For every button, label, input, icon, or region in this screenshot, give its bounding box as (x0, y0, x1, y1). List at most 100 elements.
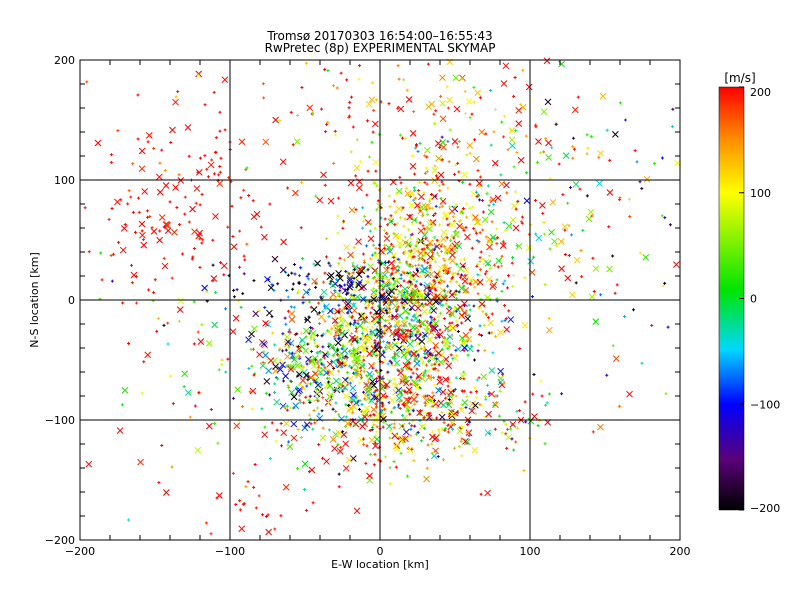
data-point-plus (345, 306, 349, 310)
data-point-plus (427, 413, 431, 417)
data-point-x (261, 431, 269, 439)
data-point-plus (192, 300, 196, 304)
data-point-plus (508, 224, 512, 228)
data-point-x (458, 284, 466, 292)
data-point-plus (360, 335, 364, 339)
data-point-plus (307, 332, 311, 336)
data-point-x (390, 282, 398, 290)
data-point-plus (372, 413, 376, 417)
data-point-x (207, 161, 215, 169)
data-point-x (397, 436, 405, 443)
data-point-plus (193, 404, 197, 408)
data-point-x (408, 304, 416, 312)
data-point-plus (421, 373, 425, 377)
data-point-plus (275, 428, 279, 432)
data-point-plus (382, 300, 386, 304)
data-point-x (445, 362, 453, 370)
data-point-plus (304, 335, 308, 339)
data-point-plus (474, 412, 478, 416)
data-point-x (359, 312, 367, 320)
data-point-plus (489, 143, 493, 147)
data-point-plus (99, 251, 103, 255)
data-point-plus (346, 311, 350, 315)
data-point-plus (446, 347, 450, 351)
data-point-plus (433, 121, 437, 125)
data-point-plus (398, 245, 402, 249)
data-point-plus (511, 423, 515, 427)
data-point-plus (405, 474, 409, 478)
data-point-plus (405, 406, 409, 410)
data-point-plus (362, 214, 366, 218)
data-point-plus (346, 328, 350, 332)
data-point-plus (316, 406, 320, 410)
data-point-x (551, 238, 558, 245)
data-point-plus (611, 344, 615, 348)
data-point-x (402, 375, 410, 383)
data-point-plus (435, 360, 439, 364)
data-point-x (162, 221, 170, 228)
data-point-plus (382, 350, 386, 354)
x-tick-label: −100 (215, 545, 245, 558)
data-point-x (329, 291, 337, 298)
data-point-plus (224, 370, 228, 374)
data-point-plus (363, 341, 367, 345)
data-point-plus (321, 345, 325, 349)
data-point-plus (356, 366, 360, 370)
data-point-x (443, 246, 451, 254)
data-point-plus (393, 296, 397, 300)
data-point-plus (434, 288, 438, 292)
data-point-x (329, 436, 337, 443)
data-point-plus (339, 71, 343, 75)
data-point-plus (350, 400, 354, 404)
data-point-x (320, 288, 328, 296)
data-point-plus (396, 305, 400, 309)
data-point-x (350, 455, 357, 462)
data-point-plus (411, 255, 415, 259)
data-point-plus (446, 424, 450, 428)
data-point-plus (462, 229, 466, 233)
data-point-plus (170, 276, 174, 280)
data-point-plus (320, 334, 324, 338)
data-point-plus (495, 278, 499, 282)
data-point-x (434, 140, 442, 147)
data-point-plus (452, 236, 456, 240)
data-point-plus (428, 266, 432, 270)
data-point-x (161, 262, 169, 270)
data-point-x (521, 322, 529, 329)
data-point-plus (337, 310, 341, 314)
data-point-plus (203, 154, 207, 158)
data-point-plus (406, 362, 410, 366)
data-point-plus (370, 325, 374, 329)
data-point-plus (631, 308, 635, 312)
data-point-x (441, 295, 448, 302)
data-point-plus (477, 376, 481, 380)
data-point-plus (350, 316, 354, 320)
data-point-plus (135, 301, 139, 305)
data-point-x (409, 162, 417, 170)
data-point-x (347, 375, 354, 383)
data-point-plus (287, 385, 291, 389)
data-point-plus (517, 409, 521, 413)
data-point-plus (423, 180, 427, 184)
data-point-plus (521, 68, 525, 72)
data-point-plus (218, 164, 222, 168)
data-point-x (150, 228, 158, 235)
data-point-plus (357, 370, 361, 374)
data-point-x (302, 327, 310, 335)
data-point-plus (423, 426, 427, 430)
data-point-plus (476, 262, 480, 266)
data-point-plus (402, 78, 406, 82)
data-point-plus (438, 328, 442, 332)
data-point-plus (437, 363, 441, 367)
data-point-plus (268, 457, 272, 461)
data-point-plus (348, 100, 352, 104)
data-point-plus (481, 310, 485, 314)
data-point-plus (478, 402, 482, 406)
data-point-x (363, 278, 371, 285)
data-point-plus (400, 367, 404, 371)
data-point-plus (514, 440, 518, 444)
data-point-plus (503, 279, 507, 283)
data-point-plus (478, 184, 482, 188)
data-point-plus (416, 353, 420, 357)
data-point-x (368, 362, 375, 370)
